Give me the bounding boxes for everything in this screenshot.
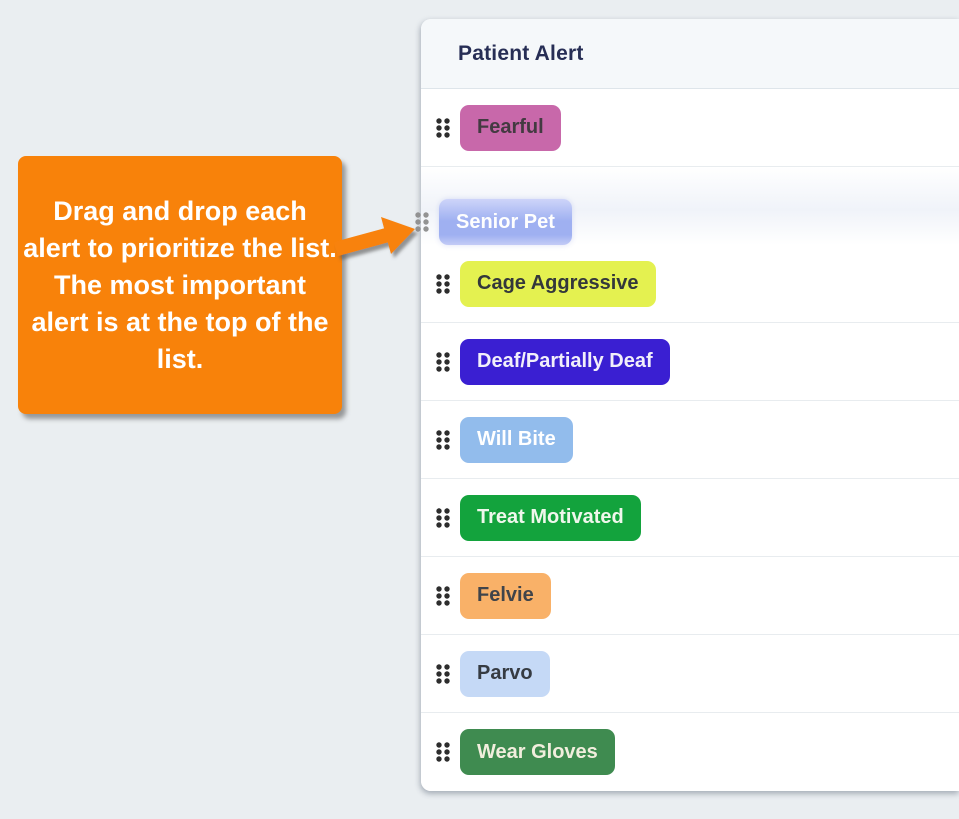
alert-badge: Fearful (460, 104, 561, 151)
alert-badge: Wear Gloves (460, 729, 615, 775)
drag-handle-icon[interactable] (435, 507, 451, 529)
alert-row-content: Senior Pet (414, 199, 572, 245)
alert-row[interactable]: Cage Aggressive (421, 245, 959, 323)
alert-row-content: Deaf/Partially Deaf (435, 338, 670, 385)
drag-handle-icon[interactable] (435, 351, 451, 373)
alert-badge: Parvo (460, 650, 550, 697)
alert-badge: Cage Aggressive (460, 260, 656, 307)
drag-handle-icon[interactable] (435, 273, 451, 295)
panel-title: Patient Alert (458, 41, 584, 65)
alert-row[interactable]: Will Bite (421, 401, 959, 479)
alert-row-content: Parvo (435, 650, 550, 697)
alert-row-content: Fearful (435, 104, 561, 151)
drag-handle-icon[interactable] (435, 429, 451, 451)
alert-badge: Deaf/Partially Deaf (460, 338, 670, 385)
drag-handle-icon[interactable] (435, 585, 451, 607)
alert-row-content: Will Bite (435, 416, 573, 463)
alert-row-content: Wear Gloves (435, 729, 615, 775)
alert-badge: Senior Pet (439, 199, 572, 245)
alert-row[interactable]: Senior Pet (415, 167, 959, 245)
panel-header: Patient Alert (421, 19, 959, 89)
patient-alert-panel: Patient Alert Fearful Senior Pet (415, 19, 959, 791)
instruction-callout: Drag and drop each alert to prioritize t… (18, 156, 342, 414)
alert-row-content: Felvie (435, 572, 551, 619)
alert-list: Fearful Senior Pet Cage Aggressi (415, 89, 959, 791)
alert-row[interactable]: Deaf/Partially Deaf (421, 323, 959, 401)
callout-text: Drag and drop each alert to prioritize t… (23, 195, 337, 374)
alert-row-content: Cage Aggressive (435, 260, 656, 307)
alert-row-content: Treat Motivated (435, 494, 641, 541)
arrow-right-icon (334, 217, 415, 256)
drag-handle-icon[interactable] (435, 663, 451, 685)
alert-row[interactable]: Treat Motivated (421, 479, 959, 557)
drag-handle-icon[interactable] (435, 741, 451, 763)
alert-badge: Felvie (460, 572, 551, 619)
alert-row[interactable]: Parvo (421, 635, 959, 713)
alert-row[interactable]: Fearful (421, 89, 959, 167)
alert-badge: Will Bite (460, 416, 573, 463)
drag-handle-icon[interactable] (414, 211, 430, 233)
drag-handle-icon[interactable] (435, 117, 451, 139)
alert-badge: Treat Motivated (460, 494, 641, 541)
alert-row[interactable]: Wear Gloves (421, 713, 959, 791)
alert-row[interactable]: Felvie (421, 557, 959, 635)
